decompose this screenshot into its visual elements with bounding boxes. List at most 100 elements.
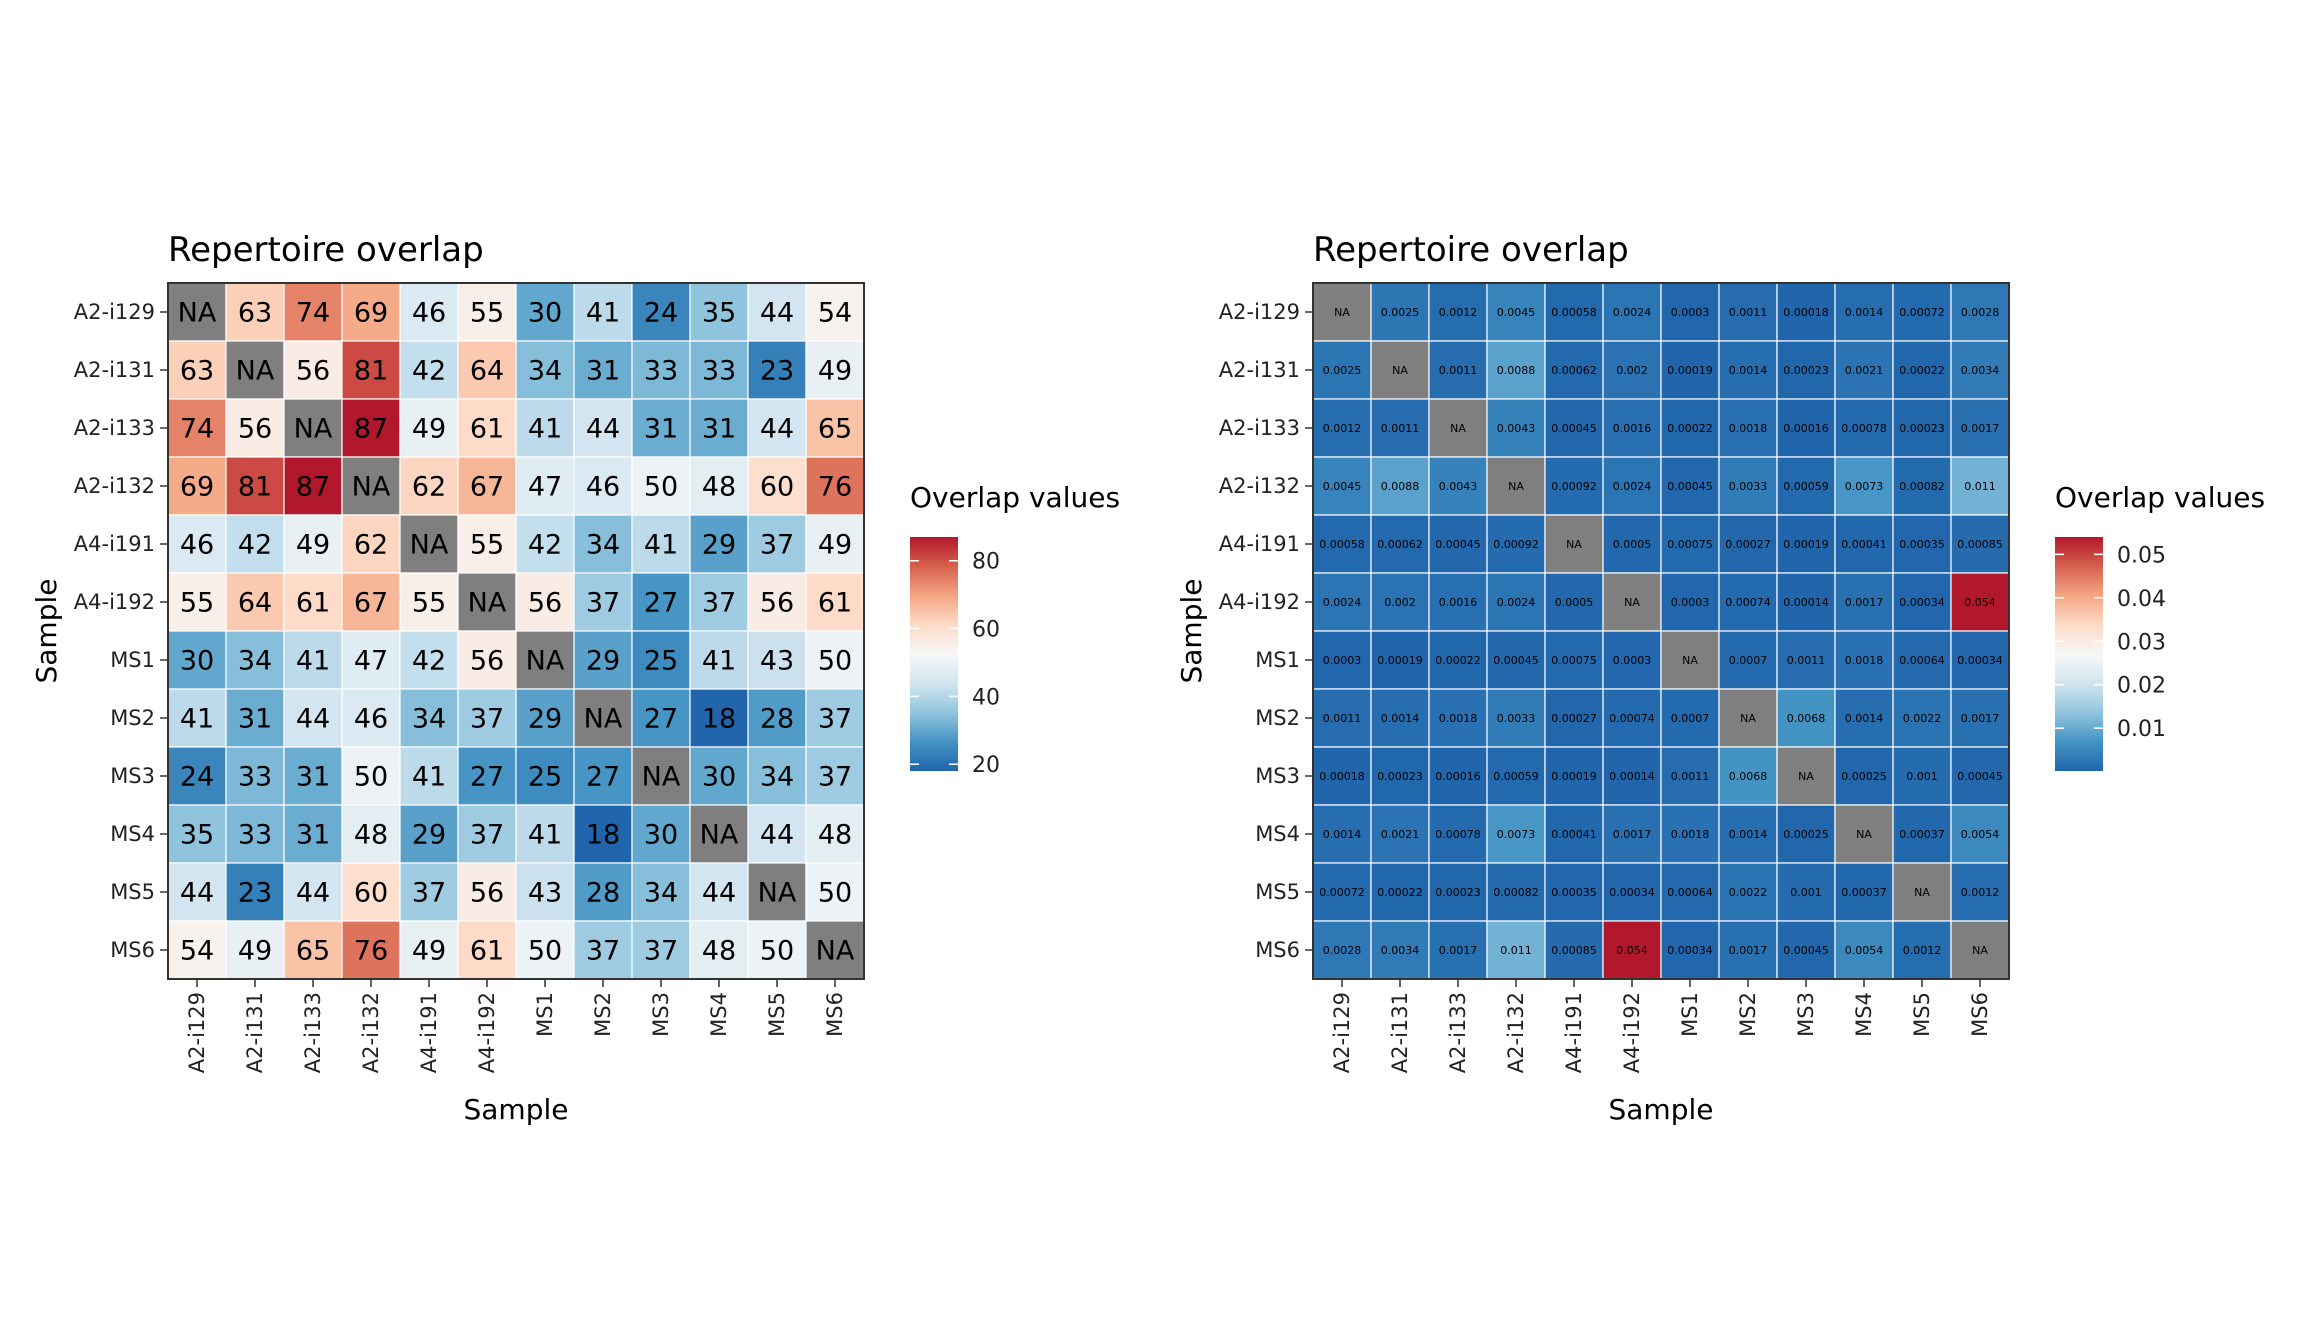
heatmap-cell [747, 862, 807, 922]
cell-value-label: 0.0054 [1845, 944, 1884, 957]
y-tick-label: MS3 [1255, 764, 1300, 788]
cell-value-label: 42 [528, 530, 562, 561]
cell-value-label: 0.00062 [1551, 364, 1597, 377]
cell-value-label: 87 [354, 414, 388, 445]
heatmap-cell [515, 514, 575, 574]
cell-value-label: 61 [470, 414, 504, 445]
heatmap-cell [1660, 456, 1720, 516]
cell-value-label: 64 [470, 356, 504, 387]
heatmap-cell [167, 282, 227, 342]
cell-value-label: 0.0034 [1961, 364, 2000, 377]
heatmap-cell [457, 746, 517, 806]
cell-value-label: 0.0033 [1497, 712, 1536, 725]
cell-value-label: 0.0034 [1381, 944, 1420, 957]
y-axis-title: Sample [30, 579, 63, 684]
cell-value-label: 0.00016 [1435, 770, 1481, 783]
heatmap-cell [1776, 630, 1836, 690]
x-tick-label: MS1 [1678, 992, 1702, 1037]
cell-value-label: NA [468, 588, 507, 619]
cell-value-label: 18 [586, 820, 620, 851]
heatmap-cell [573, 282, 633, 342]
heatmap-cell [1602, 862, 1662, 922]
cell-value-label: NA [642, 762, 681, 793]
legend-tick-label: 0.05 [2117, 543, 2166, 568]
cell-value-label: 0.0014 [1845, 712, 1884, 725]
heatmap-cell [341, 630, 401, 690]
panel-border [1312, 282, 2010, 980]
cell-value-label: 48 [702, 472, 736, 503]
x-tick-label: MS4 [1852, 992, 1876, 1037]
heatmap-cell [747, 630, 807, 690]
cell-value-label: 76 [818, 472, 852, 503]
cell-value-label: 0.0007 [1671, 712, 1710, 725]
cell-value-label: 62 [354, 530, 388, 561]
legend-tick-label: 80 [972, 550, 1000, 575]
heatmap-cell [747, 920, 807, 980]
cell-value-label: 60 [760, 472, 794, 503]
heatmap-cell [283, 514, 343, 574]
heatmap-cell [1428, 746, 1488, 806]
cell-value-label: NA [700, 820, 739, 851]
cell-value-label: 0.00041 [1551, 828, 1597, 841]
cell-value-label: 0.0003 [1613, 654, 1652, 667]
x-tick-label: MS2 [591, 992, 615, 1037]
cell-value-label: 24 [644, 298, 678, 329]
cell-value-label: 55 [470, 530, 504, 561]
y-tick-label: MS1 [1255, 648, 1300, 672]
y-tick-label: MS6 [110, 938, 155, 962]
cell-value-label: 65 [818, 414, 852, 445]
cell-value-label: 0.00058 [1551, 306, 1597, 319]
heatmap-cell [1660, 398, 1720, 458]
heatmap-cell [399, 340, 459, 400]
heatmap-cell [341, 572, 401, 632]
heatmap-cell [1892, 688, 1952, 748]
heatmap-cell [805, 630, 865, 690]
cell-value-label: 0.0021 [1845, 364, 1884, 377]
cell-value-label: 0.00037 [1841, 886, 1887, 899]
cell-value-label: 0.00034 [1667, 944, 1713, 957]
heatmap-cell [399, 630, 459, 690]
cell-value-label: 0.00027 [1725, 538, 1771, 551]
y-tick-label: A2-i131 [74, 358, 155, 382]
y-tick-label: MS4 [1255, 822, 1300, 846]
heatmap-cell [1428, 630, 1488, 690]
cell-value-label: 30 [528, 298, 562, 329]
heatmap-cell [457, 862, 517, 922]
heatmap-cells: NA 0.0025 0.0012 0.0045 0.00058 0.0024 0.0003 0… [1312, 282, 2010, 980]
heatmap-cell [1892, 572, 1952, 632]
cell-value-label: 0.0011 [1381, 422, 1420, 435]
heatmap-cell [1776, 514, 1836, 574]
cell-value-label: 29 [702, 530, 736, 561]
legend-title: Overlap values [910, 481, 1120, 514]
heatmap-cell [1776, 456, 1836, 516]
cell-value-label: 0.0005 [1555, 596, 1594, 609]
x-axis-title: Sample [464, 1093, 569, 1126]
heatmap-cell [1428, 340, 1488, 400]
cell-value-label: 0.00085 [1551, 944, 1597, 957]
y-tick-label: MS5 [1255, 880, 1300, 904]
cell-value-label: 0.00074 [1725, 596, 1771, 609]
cell-value-label: 0.0043 [1439, 480, 1478, 493]
cell-value-label: 81 [354, 356, 388, 387]
cell-value-label: NA [236, 356, 275, 387]
cell-value-label: 50 [354, 762, 388, 793]
x-tick-label: MS6 [823, 992, 847, 1037]
heatmap-cell [341, 340, 401, 400]
y-tick-label: A4-i191 [74, 532, 155, 556]
cell-value-label: 27 [470, 762, 504, 793]
cell-value-label: 0.011 [1500, 944, 1532, 957]
heatmap-cell [283, 920, 343, 980]
heatmap-cell [1486, 572, 1546, 632]
heatmap-cell [225, 514, 285, 574]
heatmap-cell [1602, 630, 1662, 690]
y-tick-label: A4-i192 [1219, 590, 1300, 614]
cell-value-label: 0.0017 [1729, 944, 1768, 957]
cell-value-label: 30 [702, 762, 736, 793]
cell-value-label: 0.00072 [1319, 886, 1365, 899]
cell-value-label: 31 [586, 356, 620, 387]
cell-value-label: 0.0025 [1323, 364, 1362, 377]
heatmap-cell [457, 630, 517, 690]
cell-value-label: 0.0017 [1845, 596, 1884, 609]
cell-value-label: 27 [644, 588, 678, 619]
cell-value-label: 31 [296, 820, 330, 851]
